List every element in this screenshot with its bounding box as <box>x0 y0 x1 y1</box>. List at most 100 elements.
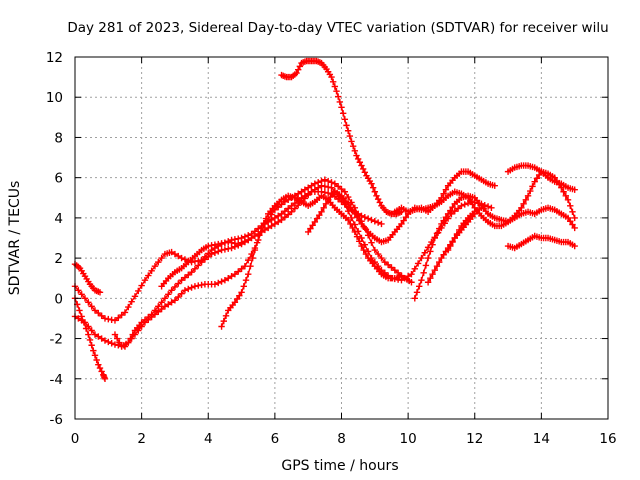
data-point <box>433 262 441 270</box>
data-point <box>371 188 379 195</box>
data-point <box>155 258 162 266</box>
data-point <box>442 214 450 221</box>
y-tick-labels: -6 -4 -2 0 2 4 6 8 10 12 <box>46 50 63 428</box>
data-point <box>458 202 465 210</box>
data-point <box>253 239 261 246</box>
data-point <box>262 215 270 222</box>
data-point <box>241 238 249 245</box>
data-point <box>348 138 355 145</box>
data-point <box>436 258 443 266</box>
data-point <box>275 203 282 211</box>
data-point <box>215 248 222 255</box>
data-point <box>318 208 325 216</box>
data-point <box>155 303 162 310</box>
data-point <box>518 204 525 212</box>
x-tick-label: 10 <box>400 431 417 447</box>
data-point <box>328 73 335 81</box>
data-point <box>304 228 312 236</box>
data-point <box>211 281 219 288</box>
data-point <box>294 201 302 209</box>
data-point <box>95 309 102 317</box>
x-tick-label: 16 <box>599 431 616 447</box>
data-point <box>314 184 322 191</box>
data-point <box>231 271 239 278</box>
data-point <box>241 262 249 270</box>
data-point <box>408 271 415 278</box>
data-point <box>291 199 299 207</box>
data-point <box>281 198 289 205</box>
data-point <box>376 199 384 206</box>
data-point <box>298 188 305 195</box>
data-point <box>433 230 441 237</box>
data-point <box>129 331 136 338</box>
data-point <box>416 283 423 290</box>
data-point <box>155 308 162 315</box>
data-point <box>420 269 427 277</box>
series-trace <box>114 185 492 348</box>
data-point <box>195 262 202 269</box>
data-point <box>304 184 312 191</box>
data-point <box>98 335 105 342</box>
data-point <box>321 176 329 183</box>
series-sat-3 <box>71 260 104 296</box>
data-point <box>101 337 109 344</box>
data-point <box>338 104 345 111</box>
series-trace <box>74 179 412 348</box>
data-point <box>351 147 359 155</box>
data-point <box>96 364 104 372</box>
data-point <box>218 323 225 330</box>
data-point <box>301 186 309 193</box>
data-point <box>440 217 447 224</box>
data-point <box>398 220 405 228</box>
data-point <box>402 214 410 221</box>
data-point <box>235 268 242 275</box>
data-point <box>564 196 572 203</box>
data-point <box>349 224 356 232</box>
data-point <box>398 273 405 280</box>
data-point <box>175 280 182 287</box>
data-point <box>178 290 185 297</box>
data-point <box>491 182 498 189</box>
data-point <box>344 193 352 201</box>
data-point <box>529 183 536 190</box>
data-point <box>411 265 418 273</box>
data-point <box>313 215 321 222</box>
data-point <box>314 179 322 186</box>
data-point <box>81 319 89 326</box>
data-point <box>308 188 315 195</box>
data-point <box>567 202 574 210</box>
data-point <box>281 214 289 221</box>
data-point <box>185 271 192 279</box>
data-point <box>440 251 447 258</box>
data-point <box>278 210 285 218</box>
data-point <box>361 214 369 221</box>
data-point <box>524 192 532 199</box>
data-point <box>347 220 354 228</box>
data-point <box>211 249 219 256</box>
data-point <box>334 93 342 100</box>
data-point <box>374 219 382 226</box>
data-point <box>436 225 443 232</box>
data-point <box>265 224 272 232</box>
data-point <box>238 289 245 296</box>
data-point <box>271 214 279 222</box>
data-point <box>148 311 155 318</box>
data-point <box>105 338 112 346</box>
data-point <box>301 195 309 202</box>
data-point <box>346 132 354 140</box>
data-point <box>447 242 454 250</box>
data-point <box>378 220 385 228</box>
data-point <box>181 287 189 294</box>
data-point <box>185 285 192 293</box>
data-point <box>344 127 352 134</box>
data-point <box>88 342 95 349</box>
data-point <box>364 215 372 222</box>
data-point <box>431 266 438 274</box>
data-point <box>145 313 152 321</box>
data-point <box>478 204 485 212</box>
data-point <box>571 224 578 232</box>
data-point <box>373 192 380 199</box>
data-point <box>311 180 319 187</box>
data-point <box>488 204 495 212</box>
tick-layer <box>74 56 609 420</box>
